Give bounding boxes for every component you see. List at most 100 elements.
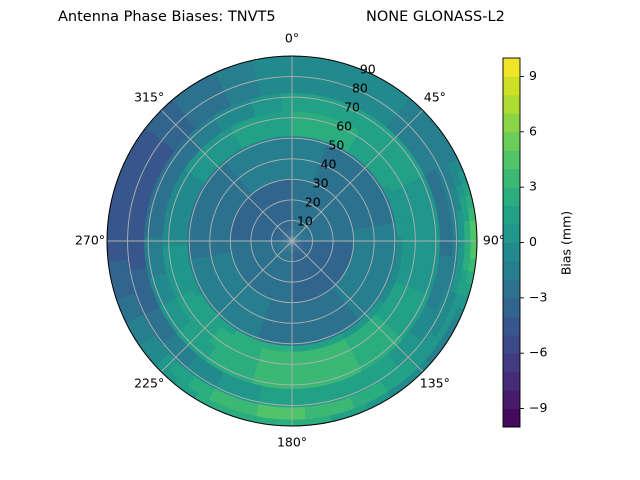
field-cell <box>301 212 307 220</box>
field-cell <box>300 192 307 200</box>
field-cell <box>274 281 281 290</box>
field-cell <box>297 243 305 247</box>
field-cell <box>131 245 139 259</box>
azimuth-tick-label: 225° <box>134 375 164 390</box>
field-cell <box>365 243 373 251</box>
field-cell <box>141 275 152 290</box>
field-cell <box>281 244 288 250</box>
field-cell <box>271 280 278 289</box>
field-cell <box>282 123 293 131</box>
field-cell <box>292 238 299 241</box>
field-cell <box>278 67 294 75</box>
grid-spoke <box>291 240 424 373</box>
zenith-tick-label: 70 <box>344 100 360 115</box>
colorbar-level <box>503 316 520 336</box>
field-cell <box>325 264 334 273</box>
field-cell <box>266 68 282 77</box>
field-cell <box>303 213 309 221</box>
field-cell <box>347 392 364 405</box>
field-cell <box>440 177 452 193</box>
field-cell <box>402 227 410 238</box>
field-cell <box>306 349 318 358</box>
field-cell <box>346 186 356 196</box>
plot-border <box>106 55 478 427</box>
field-cell <box>269 248 277 254</box>
field-cell <box>343 381 359 393</box>
field-cell <box>268 278 275 287</box>
field-cell <box>282 223 288 231</box>
field-cell <box>309 264 317 272</box>
field-cell <box>272 237 280 240</box>
field-cell <box>275 129 286 138</box>
field-cell <box>155 225 164 238</box>
field-cell <box>261 233 269 237</box>
field-cell <box>307 258 314 266</box>
field-cell <box>426 225 435 238</box>
field-cell <box>285 314 293 322</box>
field-cell <box>259 256 267 263</box>
field-cell <box>261 231 269 236</box>
field-cell <box>281 264 286 272</box>
colorbar-level <box>503 353 520 373</box>
field-cell <box>156 216 165 229</box>
field-cell <box>174 219 183 231</box>
field-cell <box>326 224 334 230</box>
field-cell <box>135 190 146 205</box>
colorbar-level <box>503 150 520 170</box>
field-cell <box>317 209 325 217</box>
field-cell <box>284 216 289 224</box>
chart-title: Antenna Phase Biases: TNVT5 <box>58 9 276 25</box>
field-cell <box>279 225 285 232</box>
field-cell <box>402 244 410 255</box>
field-cell <box>439 223 447 237</box>
field-cell <box>291 135 301 143</box>
field-cell <box>285 160 293 168</box>
field-cell <box>292 241 299 245</box>
field-cell <box>272 287 279 296</box>
field-cell <box>107 220 115 237</box>
field-cell <box>393 213 403 224</box>
field-cell <box>298 123 310 132</box>
field-cell <box>263 225 271 231</box>
field-cell <box>381 216 390 226</box>
field-cell <box>297 233 304 238</box>
zenith-tick-label: 90 <box>360 62 376 77</box>
field-cell <box>296 308 303 316</box>
field-cell <box>112 220 121 237</box>
field-cell <box>363 398 381 412</box>
field-cell <box>299 363 312 371</box>
field-cell <box>267 264 275 272</box>
field-cell <box>419 216 428 229</box>
field-cell <box>296 232 303 238</box>
field-cell <box>292 241 294 248</box>
field-cell <box>322 259 331 266</box>
field-cell <box>449 280 461 296</box>
field-cell <box>336 216 345 223</box>
field-cell <box>325 71 341 82</box>
field-cell <box>131 223 139 237</box>
field-cell <box>257 252 265 258</box>
field-cell <box>291 351 302 359</box>
field-cell <box>292 234 296 241</box>
field-cell <box>246 259 255 267</box>
field-cell <box>315 246 323 251</box>
field-cell <box>198 243 207 252</box>
colorbar-tick-label: 6 <box>529 123 537 138</box>
field-cell <box>291 376 303 384</box>
field-cell <box>149 225 158 238</box>
field-cell <box>326 65 343 76</box>
field-cell <box>295 258 300 266</box>
field-cell <box>156 282 167 296</box>
field-cell <box>261 267 269 275</box>
field-cell <box>311 284 319 293</box>
field-cell <box>281 270 286 278</box>
field-cell <box>330 218 339 226</box>
field-cell <box>285 241 292 245</box>
field-cell <box>321 246 330 251</box>
field-cell <box>130 302 143 319</box>
field-cell <box>284 141 293 149</box>
field-cell <box>286 203 291 211</box>
field-cell <box>307 216 314 224</box>
field-cell <box>363 220 372 229</box>
field-cell <box>211 243 219 251</box>
